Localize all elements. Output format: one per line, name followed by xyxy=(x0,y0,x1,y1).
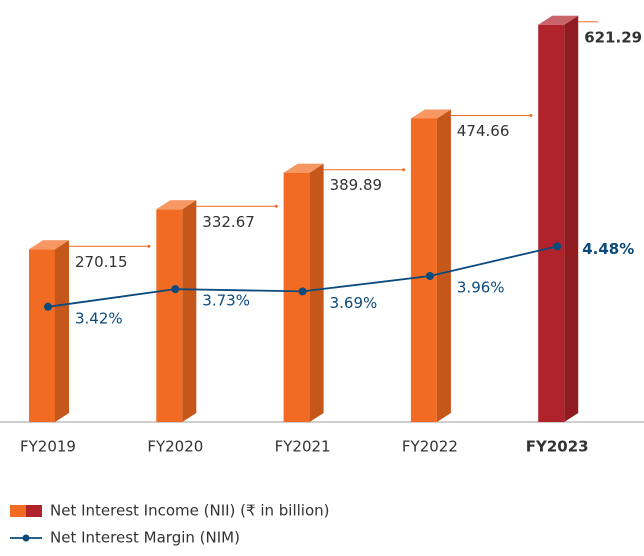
bar-side-shade xyxy=(309,163,324,422)
bar-side xyxy=(55,240,69,422)
bar-top-shade xyxy=(283,163,324,173)
data-label: 389.89 xyxy=(330,176,383,194)
bar-side xyxy=(564,15,579,422)
x-tick-label: FY2022 xyxy=(402,438,458,456)
bar-side-shade xyxy=(182,200,197,422)
legend-dot xyxy=(22,534,30,542)
legend-label: Net Interest Margin (NIM) xyxy=(50,529,240,547)
bar xyxy=(156,209,183,422)
nim-point xyxy=(553,242,562,251)
bar xyxy=(538,24,565,422)
leader-dot xyxy=(274,204,278,208)
bar-side xyxy=(309,163,324,422)
data-label: 474.66 xyxy=(457,122,510,140)
data-label: 621.29 xyxy=(584,28,642,46)
bar-top-shade xyxy=(156,200,197,210)
bar-top-shade xyxy=(29,240,69,250)
bar-top-shade xyxy=(410,109,451,119)
bar-side-shade xyxy=(564,15,579,422)
nim-label: 3.96% xyxy=(457,279,505,297)
data-label: 332.67 xyxy=(202,213,255,231)
nim-label: 3.42% xyxy=(75,309,123,327)
bar-top xyxy=(538,15,579,25)
bar-side xyxy=(182,200,197,422)
leader-dot xyxy=(529,114,533,118)
data-label: 270.15 xyxy=(75,253,128,271)
bar-top xyxy=(410,109,451,119)
nim-point xyxy=(425,272,434,281)
bar-top-shade xyxy=(538,15,579,25)
legend-swatch xyxy=(10,505,26,517)
x-tick-label: FY2023 xyxy=(526,438,589,456)
nim-label: 3.69% xyxy=(330,294,378,312)
bar-top xyxy=(156,200,197,210)
bar-top xyxy=(29,240,69,250)
bar xyxy=(29,249,55,422)
nim-point xyxy=(171,285,180,294)
nim-point xyxy=(298,287,307,296)
bar-side-shade xyxy=(436,109,451,422)
bar xyxy=(410,118,437,422)
x-tick-label: FY2021 xyxy=(275,438,331,456)
nim-label: 3.73% xyxy=(202,292,250,310)
x-tick-label: FY2020 xyxy=(147,438,203,456)
bar-top xyxy=(283,163,324,173)
leader-dot xyxy=(402,168,406,172)
bar-side xyxy=(436,109,451,422)
leader-dot xyxy=(147,244,151,248)
nim-label: 4.48% xyxy=(582,240,634,258)
nim-point xyxy=(44,302,52,311)
bar-side-shade xyxy=(55,240,69,422)
legend-label: Net Interest Income (NII) (₹ in billion) xyxy=(50,502,330,520)
legend-swatch xyxy=(26,505,42,517)
bar xyxy=(283,172,310,422)
x-tick-label: FY2019 xyxy=(20,438,76,456)
